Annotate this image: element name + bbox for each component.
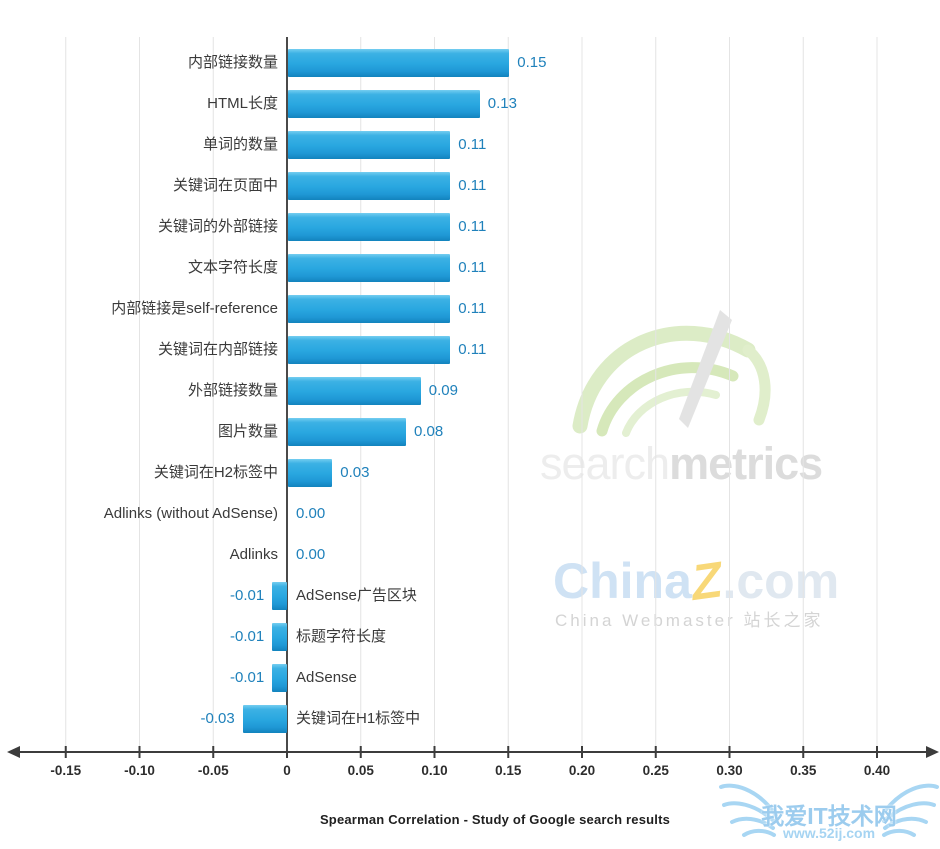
site-url-text: www.52ij.com — [782, 825, 876, 841]
bar-value: 0.08 — [414, 422, 444, 440]
bar — [288, 89, 480, 118]
bar-value: -0.01 — [230, 668, 265, 686]
bar-category-label: 外部链接数量 — [187, 381, 278, 399]
bar — [288, 171, 451, 200]
bar-category-label: 关键词在内部链接 — [157, 340, 278, 358]
axis-arrow-icon — [7, 746, 20, 758]
bar-category-label: 关键词在H1标签中 — [296, 709, 421, 727]
wing-right-icon — [880, 783, 939, 837]
chinaz-watermark: ChinaZ.com China Webmaster 站长之家 — [553, 550, 863, 630]
bar-category-label: 关键词的外部链接 — [157, 217, 278, 235]
bar-value: 0.00 — [296, 545, 326, 563]
bar — [288, 417, 406, 446]
site-52ij-watermark: 我爱IT技术网 www.52ij.com — [718, 781, 940, 847]
bar-category-label: 内部链接是self-reference — [111, 299, 278, 317]
bar-category-label: AdSense — [296, 668, 357, 686]
bar-category-label: 关键词在页面中 — [172, 176, 278, 194]
bar — [288, 458, 333, 487]
x-tick-label: 0.35 — [790, 763, 817, 778]
bar-value: 0.03 — [340, 463, 370, 481]
x-tick-label: 0 — [283, 763, 291, 778]
bar-category-label: 文本字符长度 — [187, 258, 278, 276]
bar-category-label: 标题字符长度 — [296, 627, 387, 645]
bar-category-label: 内部链接数量 — [187, 53, 278, 71]
bar — [288, 212, 451, 241]
bar-category-label: Adlinks (without AdSense) — [103, 504, 278, 522]
bar-value: -0.01 — [230, 586, 265, 604]
bar — [288, 294, 451, 323]
site-name-text: 我爱IT技术网 — [761, 803, 897, 829]
x-tick-label: 0.10 — [421, 763, 448, 778]
bar — [288, 253, 451, 282]
x-tick-label: 0.40 — [863, 763, 891, 778]
bar-category-label: 图片数量 — [217, 422, 278, 440]
bar-category-label: 单词的数量 — [202, 135, 278, 153]
bar-value: 0.00 — [296, 504, 326, 522]
x-tick-label: 0.20 — [568, 763, 596, 778]
searchmetrics-watermark: searchmetrics — [540, 298, 860, 493]
chinaz-subtitle: China Webmaster 站长之家 — [555, 611, 824, 630]
bar-value: 0.09 — [428, 381, 458, 399]
bar — [288, 335, 451, 364]
bar-value: 0.11 — [458, 135, 487, 153]
bar — [288, 376, 421, 405]
bar — [272, 622, 287, 651]
bar-value: 0.13 — [487, 94, 517, 112]
bar-category-label: Adlinks — [229, 545, 278, 563]
bar — [242, 704, 287, 733]
bar-value: 0.11 — [458, 176, 487, 194]
x-tick-label: 0.05 — [347, 763, 374, 778]
bar — [288, 130, 451, 159]
bar-value: 0.15 — [517, 53, 547, 71]
axis-arrow-icon — [926, 746, 939, 758]
x-tick-label: -0.10 — [124, 763, 155, 778]
bar-value: 0.11 — [458, 340, 487, 358]
bar-category-label: HTML长度 — [207, 94, 278, 112]
bar-value: 0.11 — [458, 258, 487, 276]
x-tick-label: -0.05 — [197, 763, 229, 778]
bar — [272, 663, 287, 692]
searchmetrics-wordmark: searchmetrics — [540, 438, 823, 489]
bar — [272, 581, 287, 610]
x-tick-label: 0.30 — [716, 763, 743, 778]
searchmetrics-logo-icon — [572, 310, 771, 437]
wing-left-icon — [719, 783, 778, 837]
bar-value: -0.03 — [200, 709, 235, 727]
bar-value: 0.11 — [458, 217, 487, 235]
x-tick-label: -0.15 — [50, 763, 82, 778]
bar — [288, 48, 510, 77]
bar-category-label: 关键词在H2标签中 — [153, 463, 278, 481]
bar-value: 0.11 — [458, 299, 487, 317]
bar-category-label: AdSense广告区块 — [296, 586, 417, 604]
chart-caption: Spearman Correlation - Study of Google s… — [319, 812, 671, 827]
x-tick-label: 0.25 — [642, 763, 669, 778]
x-tick-label: 0.15 — [495, 763, 522, 778]
chinaz-wordmark: ChinaZ.com — [553, 550, 840, 612]
bar-value: -0.01 — [230, 627, 265, 645]
